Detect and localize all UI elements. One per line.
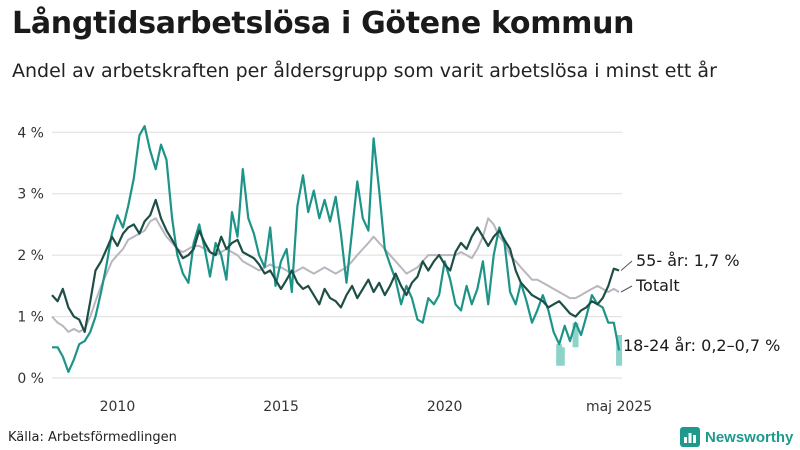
leader-line xyxy=(620,260,633,271)
y-tick-label: 0 % xyxy=(17,371,44,387)
source-note: Källa: Arbetsförmedlingen xyxy=(8,430,177,445)
series-line-18-24 xyxy=(52,125,621,373)
uncertainty-band xyxy=(558,347,565,366)
brand-name: Newsworthy xyxy=(705,428,794,446)
end-label-18-24: 18-24 år: 0,2–0,7 % xyxy=(623,336,780,355)
bar-chart-icon xyxy=(680,427,700,447)
y-tick-label: 3 % xyxy=(17,187,44,203)
y-tick-label: 1 % xyxy=(17,310,44,326)
chart-subtitle: Andel av arbetskraften per åldersgrupp s… xyxy=(12,60,717,82)
series-line-totalt xyxy=(51,217,620,333)
x-tick-label: maj 2025 xyxy=(586,399,652,415)
series-line-55 xyxy=(51,198,620,333)
brand-logo: Newsworthy xyxy=(680,427,793,447)
leader-line xyxy=(620,285,633,293)
x-tick-label: 2015 xyxy=(263,399,299,415)
x-tick-label: 2010 xyxy=(100,399,136,415)
end-label-55: 55- år: 1,7 % xyxy=(636,251,740,270)
uncertainty-band xyxy=(572,322,579,348)
end-label-totalt: Totalt xyxy=(635,276,680,295)
x-tick-label: 2020 xyxy=(427,399,463,415)
chart-title: Långtidsarbetslösa i Götene kommun xyxy=(12,6,635,41)
y-tick-label: 4 % xyxy=(17,125,44,141)
y-tick-label: 2 % xyxy=(17,248,44,264)
